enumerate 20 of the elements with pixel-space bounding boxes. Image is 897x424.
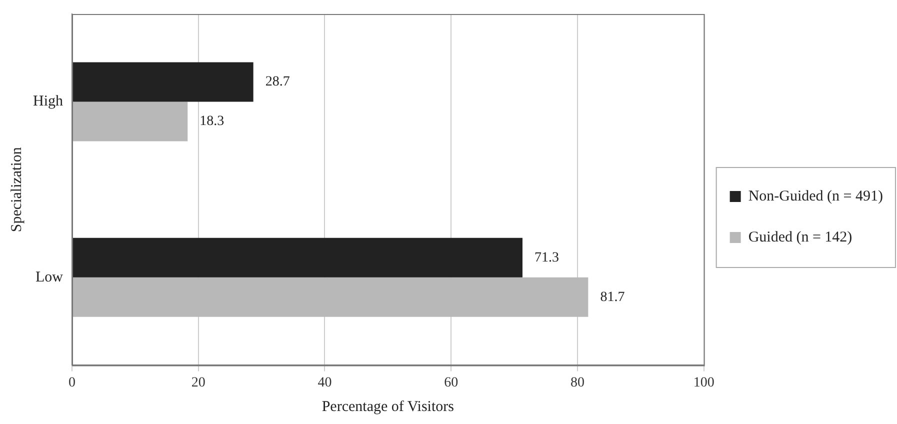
bar	[72, 62, 254, 102]
x-tick-label: 100	[693, 375, 714, 390]
legend-label: Non-Guided (n = 491)	[748, 188, 884, 204]
data-label: 81.7	[600, 290, 625, 305]
x-tick-label: 80	[570, 375, 584, 390]
y-tick-label: High	[33, 94, 64, 110]
data-label: 71.3	[534, 250, 559, 266]
legend-label: Guided (n = 142)	[748, 229, 852, 246]
bar	[72, 102, 188, 142]
y-axis-title: Specialization	[8, 146, 25, 232]
x-tick-label: 20	[191, 375, 206, 390]
data-label: 28.7	[265, 74, 290, 90]
bar	[72, 277, 588, 317]
bar	[72, 238, 522, 278]
data-label: 18.3	[200, 114, 224, 130]
x-tick-label: 40	[318, 375, 332, 390]
x-tick-label: 60	[444, 375, 458, 390]
x-tick-label: 0	[68, 375, 76, 390]
x-axis-title: Percentage of Visitors	[322, 398, 454, 415]
y-tick-label: Low	[36, 269, 64, 286]
